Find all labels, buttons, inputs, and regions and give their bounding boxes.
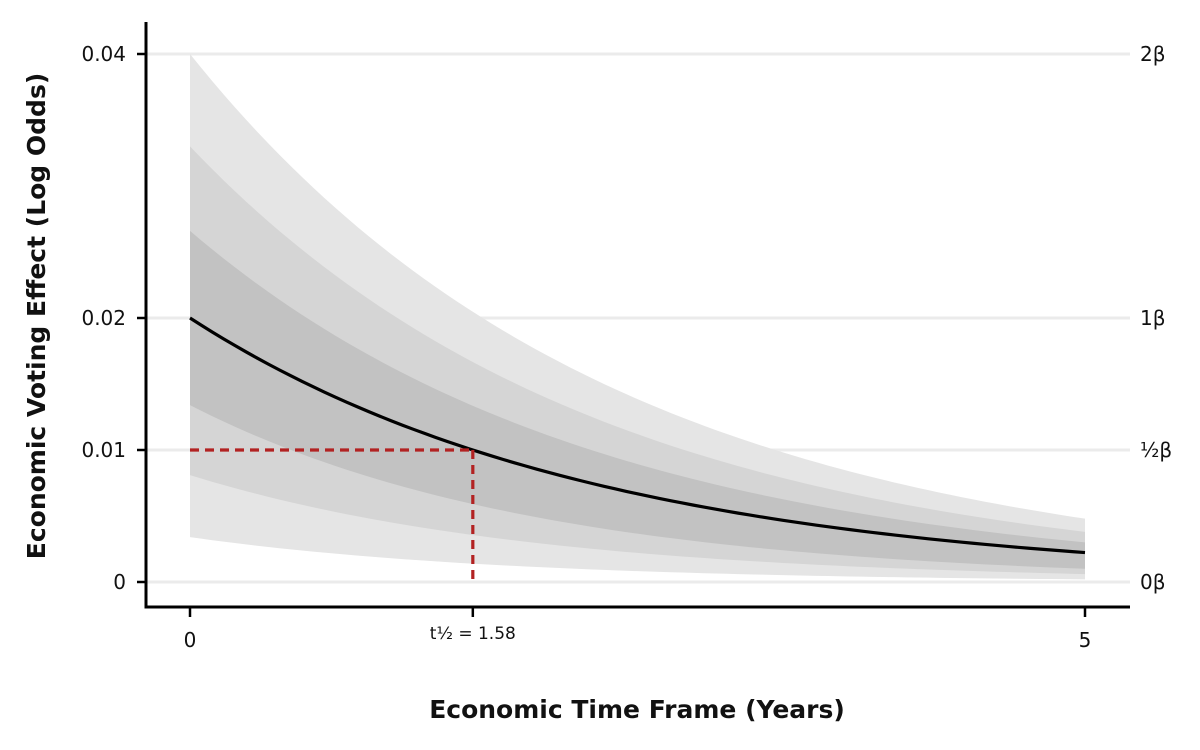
right-axis-label: 1β xyxy=(1140,306,1166,330)
y-tick-label: 0 xyxy=(113,570,126,594)
uncertainty-band xyxy=(190,230,1085,569)
y-tick-label: 0.02 xyxy=(81,306,126,330)
x-axis-title: Economic Time Frame (Years) xyxy=(429,695,845,724)
x-tick-label: 5 xyxy=(1079,628,1092,652)
y-tick-label: 0.04 xyxy=(81,42,126,66)
axes xyxy=(137,22,1130,617)
tick-labels: 0 0.01 0.02 0.04 0β ½β 1β 2β 0 t½ = 1.58 5 xyxy=(81,42,1172,652)
right-axis-label: 0β xyxy=(1140,570,1166,594)
right-axis-label: 2β xyxy=(1140,42,1166,66)
half-life-marker xyxy=(190,448,475,585)
y-tick-label: 0.01 xyxy=(81,438,126,462)
x-tick-label: t½ = 1.58 xyxy=(430,624,516,644)
decay-line xyxy=(189,316,1086,555)
uncertainty-bands xyxy=(190,54,1085,580)
x-tick-label: 0 xyxy=(184,628,197,652)
decay-line-layer xyxy=(189,316,1086,555)
right-axis-label: ½β xyxy=(1140,438,1172,462)
y-axis-title: Economic Voting Effect (Log Odds) xyxy=(22,73,51,560)
